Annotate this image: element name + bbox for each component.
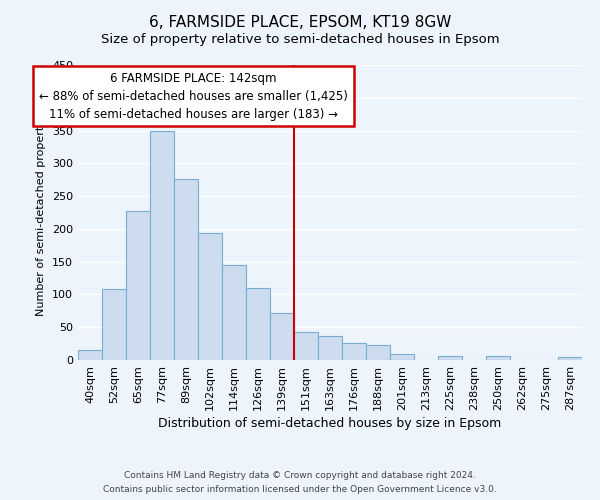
- Bar: [102, 289, 126, 360]
- Bar: [174, 179, 198, 360]
- Bar: [246, 288, 270, 360]
- Text: 6 FARMSIDE PLACE: 142sqm
← 88% of semi-detached houses are smaller (1,425)
11% o: 6 FARMSIDE PLACE: 142sqm ← 88% of semi-d…: [39, 72, 347, 120]
- Bar: [222, 265, 246, 360]
- Bar: [294, 332, 318, 360]
- Text: Size of property relative to semi-detached houses in Epsom: Size of property relative to semi-detach…: [101, 32, 499, 46]
- Bar: [126, 210, 150, 360]
- Bar: [438, 356, 462, 360]
- Bar: [150, 130, 174, 360]
- Bar: [78, 350, 102, 360]
- Text: 6, FARMSIDE PLACE, EPSOM, KT19 8GW: 6, FARMSIDE PLACE, EPSOM, KT19 8GW: [149, 15, 451, 30]
- Text: Contains HM Land Registry data © Crown copyright and database right 2024.
Contai: Contains HM Land Registry data © Crown c…: [103, 472, 497, 494]
- Y-axis label: Number of semi-detached properties: Number of semi-detached properties: [37, 110, 46, 316]
- Bar: [558, 358, 582, 360]
- Bar: [270, 313, 294, 360]
- X-axis label: Distribution of semi-detached houses by size in Epsom: Distribution of semi-detached houses by …: [158, 417, 502, 430]
- Bar: [486, 356, 510, 360]
- Bar: [390, 354, 414, 360]
- Bar: [342, 343, 366, 360]
- Bar: [366, 345, 390, 360]
- Bar: [198, 234, 222, 360]
- Bar: [318, 336, 342, 360]
